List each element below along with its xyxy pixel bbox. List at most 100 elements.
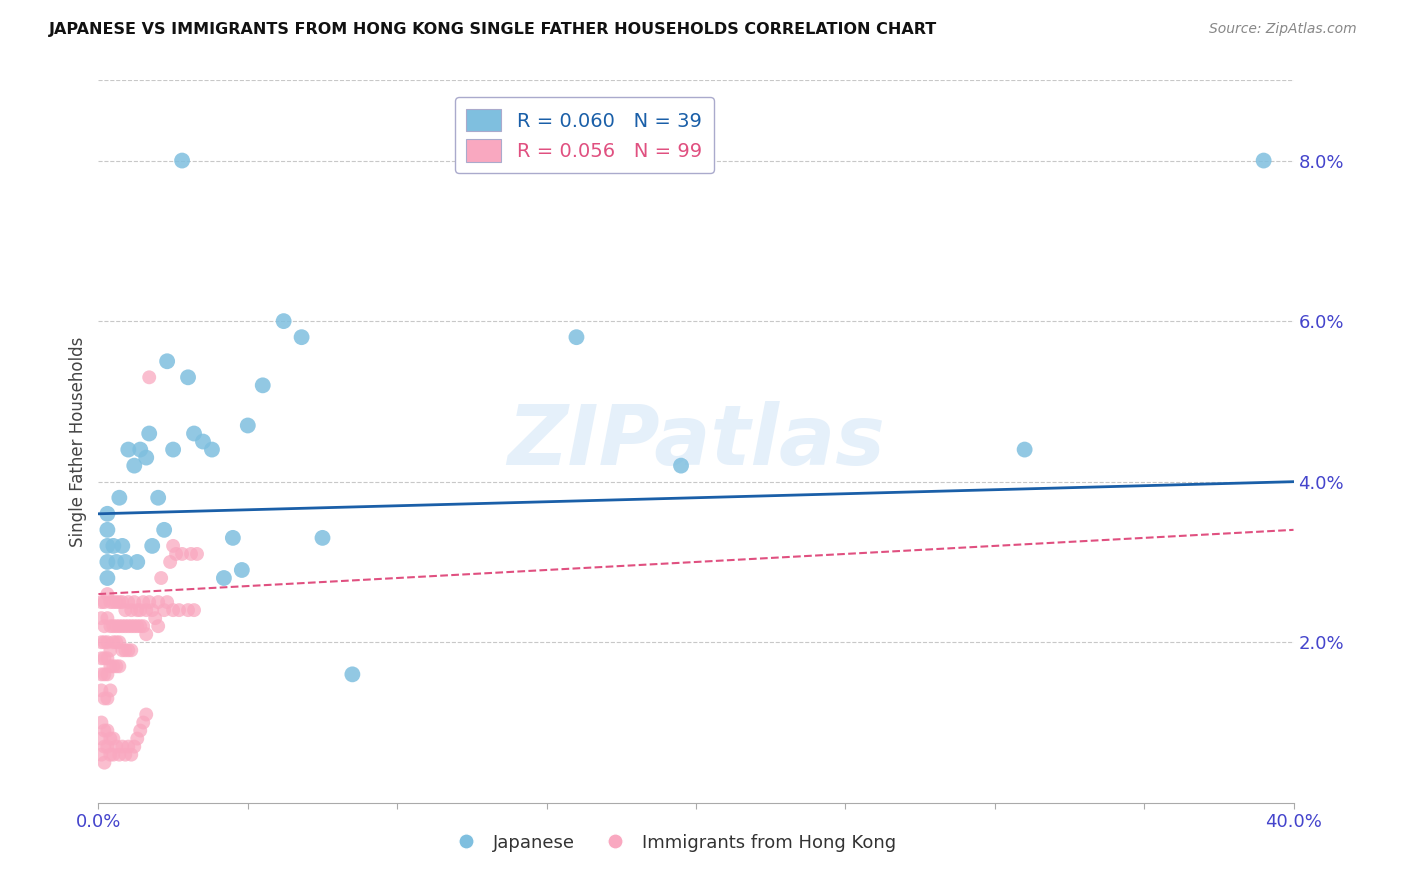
Point bbox=[124, 739, 146, 754]
Point bbox=[191, 434, 214, 449]
Point bbox=[162, 539, 184, 553]
Point bbox=[141, 539, 163, 553]
Point bbox=[114, 603, 136, 617]
Point bbox=[212, 571, 235, 585]
Point bbox=[177, 603, 200, 617]
Point bbox=[90, 651, 112, 665]
Point bbox=[111, 539, 134, 553]
Point bbox=[93, 723, 115, 738]
Point bbox=[103, 619, 125, 633]
Point bbox=[153, 603, 176, 617]
Point bbox=[129, 442, 152, 457]
Legend: Japanese, Immigrants from Hong Kong: Japanese, Immigrants from Hong Kong bbox=[441, 826, 903, 859]
Point bbox=[273, 314, 295, 328]
Point bbox=[201, 442, 224, 457]
Point bbox=[135, 707, 157, 722]
Point bbox=[252, 378, 274, 392]
Point bbox=[93, 667, 115, 681]
Point bbox=[669, 458, 692, 473]
Point bbox=[177, 370, 200, 384]
Point bbox=[105, 635, 128, 649]
Text: Source: ZipAtlas.com: Source: ZipAtlas.com bbox=[1209, 22, 1357, 37]
Point bbox=[105, 659, 128, 673]
Point bbox=[93, 651, 115, 665]
Point bbox=[90, 747, 112, 762]
Point bbox=[96, 555, 118, 569]
Point bbox=[96, 539, 118, 553]
Point bbox=[120, 619, 142, 633]
Point bbox=[96, 507, 118, 521]
Point bbox=[231, 563, 253, 577]
Point bbox=[90, 667, 112, 681]
Point bbox=[148, 619, 170, 633]
Point bbox=[103, 747, 125, 762]
Point bbox=[159, 555, 181, 569]
Point bbox=[108, 595, 131, 609]
Point bbox=[342, 667, 364, 681]
Point bbox=[105, 555, 128, 569]
Point bbox=[105, 739, 128, 754]
Point bbox=[138, 426, 160, 441]
Point bbox=[127, 731, 149, 746]
Point bbox=[90, 731, 112, 746]
Point bbox=[172, 153, 194, 168]
Point bbox=[90, 683, 112, 698]
Point bbox=[291, 330, 314, 344]
Point bbox=[167, 603, 190, 617]
Point bbox=[103, 659, 125, 673]
Point bbox=[105, 595, 128, 609]
Point bbox=[117, 595, 139, 609]
Point bbox=[114, 747, 136, 762]
Point bbox=[93, 619, 115, 633]
Point bbox=[129, 619, 152, 633]
Point bbox=[90, 715, 112, 730]
Point bbox=[93, 595, 115, 609]
Point bbox=[98, 595, 122, 609]
Point bbox=[103, 539, 125, 553]
Point bbox=[138, 595, 160, 609]
Point bbox=[148, 491, 170, 505]
Point bbox=[90, 611, 112, 625]
Point bbox=[108, 619, 131, 633]
Point bbox=[120, 747, 142, 762]
Point bbox=[114, 555, 136, 569]
Point bbox=[105, 619, 128, 633]
Point bbox=[132, 595, 155, 609]
Point bbox=[172, 547, 194, 561]
Point bbox=[117, 643, 139, 657]
Point bbox=[1253, 153, 1275, 168]
Point bbox=[103, 595, 125, 609]
Point bbox=[127, 555, 149, 569]
Point bbox=[98, 747, 122, 762]
Point bbox=[96, 691, 118, 706]
Point bbox=[138, 370, 160, 384]
Point bbox=[183, 603, 205, 617]
Text: ZIPatlas: ZIPatlas bbox=[508, 401, 884, 482]
Point bbox=[132, 619, 155, 633]
Point bbox=[111, 643, 134, 657]
Point bbox=[120, 643, 142, 657]
Point bbox=[127, 619, 149, 633]
Point bbox=[127, 603, 149, 617]
Point bbox=[93, 691, 115, 706]
Point bbox=[103, 731, 125, 746]
Point bbox=[135, 627, 157, 641]
Point bbox=[96, 523, 118, 537]
Point bbox=[96, 587, 118, 601]
Point bbox=[108, 491, 131, 505]
Point bbox=[311, 531, 333, 545]
Point bbox=[98, 683, 122, 698]
Point bbox=[90, 595, 112, 609]
Point bbox=[129, 603, 152, 617]
Point bbox=[117, 619, 139, 633]
Point bbox=[93, 756, 115, 770]
Point bbox=[129, 723, 152, 738]
Point bbox=[165, 547, 187, 561]
Point bbox=[98, 731, 122, 746]
Point bbox=[135, 603, 157, 617]
Point bbox=[111, 739, 134, 754]
Point bbox=[114, 619, 136, 633]
Point bbox=[111, 619, 134, 633]
Point bbox=[1014, 442, 1036, 457]
Point bbox=[124, 458, 146, 473]
